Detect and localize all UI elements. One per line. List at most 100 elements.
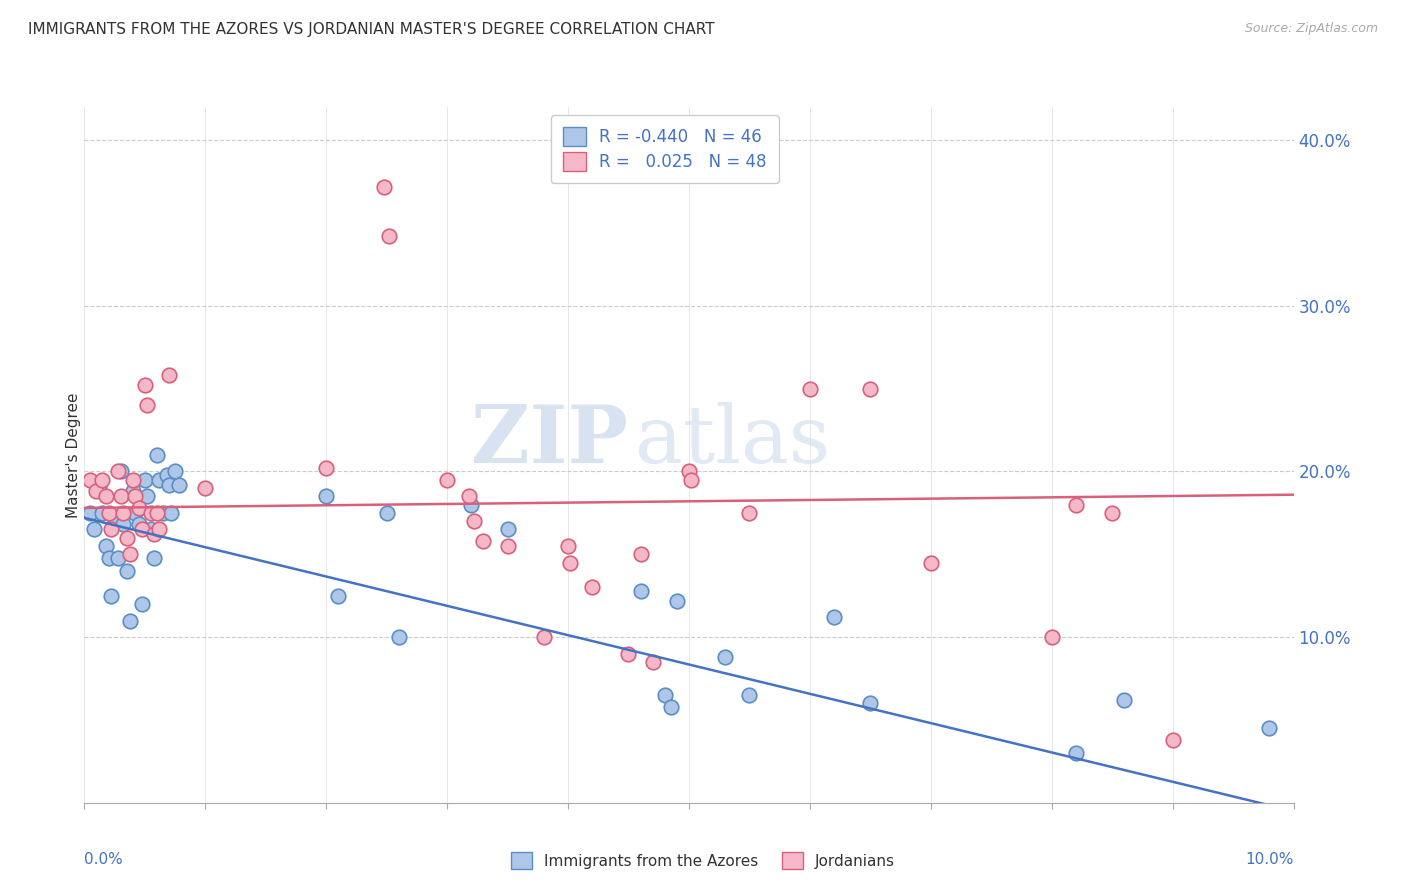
Point xyxy=(163,465,186,479)
Point xyxy=(143,550,166,565)
Point xyxy=(146,448,169,462)
Point xyxy=(436,473,458,487)
Point xyxy=(148,523,170,537)
Point xyxy=(97,506,120,520)
Point xyxy=(94,539,117,553)
Point xyxy=(83,523,105,537)
Point xyxy=(1064,498,1087,512)
Point xyxy=(738,688,761,702)
Text: IMMIGRANTS FROM THE AZORES VS JORDANIAN MASTER'S DEGREE CORRELATION CHART: IMMIGRANTS FROM THE AZORES VS JORDANIAN … xyxy=(28,22,714,37)
Point xyxy=(378,229,401,244)
Point xyxy=(134,473,156,487)
Point xyxy=(167,477,190,491)
Point xyxy=(920,556,942,570)
Point xyxy=(87,481,110,495)
Point xyxy=(714,650,737,665)
Point xyxy=(97,550,120,565)
Point xyxy=(128,500,150,515)
Point xyxy=(823,610,845,624)
Point xyxy=(112,517,135,532)
Point xyxy=(1114,693,1136,707)
Point xyxy=(1040,630,1063,644)
Point xyxy=(373,179,395,194)
Point xyxy=(120,547,142,561)
Point xyxy=(115,564,138,578)
Point xyxy=(681,473,703,487)
Text: 10.0%: 10.0% xyxy=(1246,852,1294,866)
Point xyxy=(146,506,169,520)
Point xyxy=(1161,732,1184,747)
Point xyxy=(155,467,177,482)
Point xyxy=(107,465,129,479)
Point xyxy=(665,593,688,607)
Point xyxy=(107,550,129,565)
Point xyxy=(124,506,146,520)
Point xyxy=(91,506,114,520)
Point xyxy=(496,539,519,553)
Text: ZIP: ZIP xyxy=(471,402,628,480)
Point xyxy=(100,523,122,537)
Point xyxy=(100,589,122,603)
Point xyxy=(654,688,676,702)
Point xyxy=(157,477,180,491)
Point xyxy=(799,382,821,396)
Point xyxy=(859,697,882,711)
Point xyxy=(678,465,700,479)
Point xyxy=(121,473,143,487)
Point xyxy=(457,489,479,503)
Point xyxy=(557,539,579,553)
Point xyxy=(388,630,411,644)
Point xyxy=(194,481,217,495)
Legend: Immigrants from the Azores, Jordanians: Immigrants from the Azores, Jordanians xyxy=(505,846,901,875)
Point xyxy=(112,506,135,520)
Point xyxy=(131,523,153,537)
Point xyxy=(91,473,114,487)
Point xyxy=(148,473,170,487)
Point xyxy=(104,514,127,528)
Point xyxy=(160,506,183,520)
Point xyxy=(630,583,652,598)
Point xyxy=(139,523,162,537)
Point xyxy=(79,473,101,487)
Point xyxy=(120,614,142,628)
Point xyxy=(110,465,132,479)
Point xyxy=(136,489,159,503)
Point xyxy=(328,589,350,603)
Point xyxy=(1064,746,1087,760)
Point xyxy=(121,484,143,499)
Point xyxy=(375,506,398,520)
Point xyxy=(115,531,138,545)
Point xyxy=(496,523,519,537)
Point xyxy=(659,699,682,714)
Point xyxy=(110,489,132,503)
Point xyxy=(738,506,761,520)
Point xyxy=(94,489,117,503)
Text: atlas: atlas xyxy=(634,402,830,480)
Point xyxy=(157,368,180,383)
Point xyxy=(86,484,108,499)
Point xyxy=(1258,721,1281,735)
Point xyxy=(124,489,146,503)
Text: 0.0%: 0.0% xyxy=(84,852,124,866)
Point xyxy=(560,556,582,570)
Point xyxy=(315,489,337,503)
Point xyxy=(152,506,174,520)
Point xyxy=(533,630,555,644)
Point xyxy=(79,506,101,520)
Point xyxy=(630,547,652,561)
Point xyxy=(139,506,162,520)
Point xyxy=(859,382,882,396)
Point xyxy=(128,517,150,532)
Y-axis label: Master's Degree: Master's Degree xyxy=(66,392,80,517)
Point xyxy=(463,514,485,528)
Point xyxy=(1101,506,1123,520)
Point xyxy=(131,597,153,611)
Point xyxy=(472,534,495,549)
Point xyxy=(315,461,337,475)
Point xyxy=(617,647,640,661)
Point xyxy=(581,581,603,595)
Point xyxy=(136,398,159,412)
Point xyxy=(134,378,156,392)
Text: Source: ZipAtlas.com: Source: ZipAtlas.com xyxy=(1244,22,1378,36)
Point xyxy=(460,498,482,512)
